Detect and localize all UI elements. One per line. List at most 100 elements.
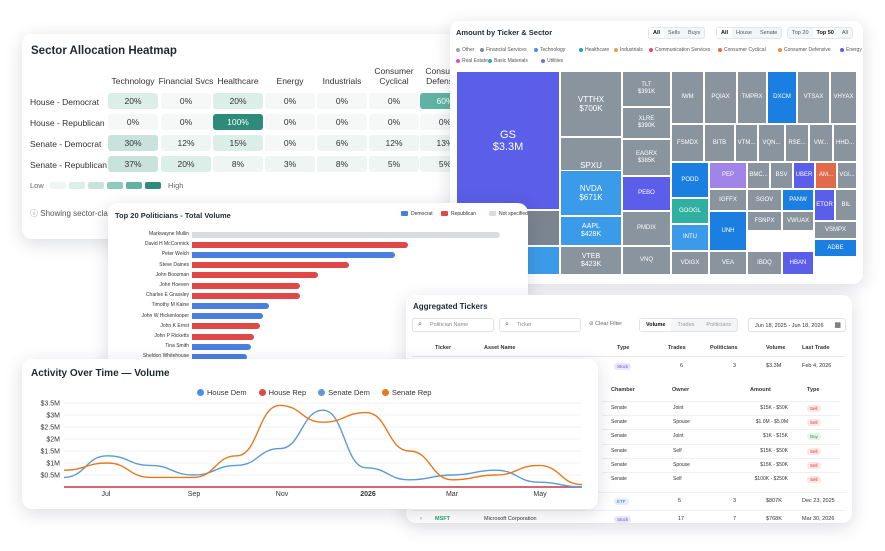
- sector-legend-item[interactable]: Other: [456, 47, 475, 53]
- politician-bar[interactable]: [192, 262, 350, 269]
- ticker-symbol[interactable]: MSFT: [435, 516, 450, 522]
- treemap-tile[interactable]: VWUAX: [782, 211, 814, 231]
- treemap-tile[interactable]: TLT $391K: [622, 71, 671, 107]
- metric-tab[interactable]: Politicians: [706, 322, 732, 328]
- heatmap-cell[interactable]: 0%: [369, 114, 419, 130]
- treemap-tile[interactable]: SGOV: [747, 189, 782, 211]
- treemap-tile[interactable]: VHYAX: [830, 71, 857, 124]
- treemap-tile[interactable]: BIL: [835, 189, 857, 221]
- heatmap-cell[interactable]: 5%: [369, 156, 419, 172]
- treemap-tile[interactable]: VGI...: [837, 162, 857, 189]
- treemap-tile[interactable]: VDIGX: [671, 251, 709, 275]
- expand-chevron-icon[interactable]: ›: [420, 516, 422, 522]
- sector-legend-item[interactable]: Basic Materials: [488, 58, 528, 64]
- treemap-tile[interactable]: PEP: [709, 162, 747, 189]
- politician-bar[interactable]: [192, 292, 300, 299]
- top-filter-option[interactable]: Top 50: [812, 28, 838, 38]
- heatmap-cell[interactable]: 0%: [317, 93, 367, 109]
- treemap-tile[interactable]: IGFFX: [709, 189, 747, 211]
- sector-legend-item[interactable]: Financial Services: [480, 47, 527, 53]
- treemap-tile[interactable]: GOOGL: [671, 198, 709, 224]
- date-range-picker[interactable]: Jun 18, 2025 - Jun 18, 2026 ▦: [748, 318, 846, 332]
- treemap-tile[interactable]: BSV: [770, 162, 793, 189]
- chamber-filter-option[interactable]: Senate: [759, 30, 778, 36]
- column-header[interactable]: Trades: [668, 345, 686, 351]
- politician-bar[interactable]: [192, 323, 260, 330]
- top-filter-option[interactable]: Top 20: [792, 30, 809, 36]
- politician-bar[interactable]: [192, 302, 269, 309]
- sector-legend-item[interactable]: Consumer Cyclical: [718, 47, 766, 53]
- heatmap-cell[interactable]: 20%: [213, 93, 263, 109]
- treemap-tile[interactable]: NVDA $671K: [560, 170, 622, 216]
- politician-bar[interactable]: [192, 282, 300, 289]
- heatmap-cell[interactable]: 0%: [161, 93, 211, 109]
- sector-legend-item[interactable]: Real Estate: [456, 58, 488, 64]
- column-header[interactable]: Volume: [766, 345, 786, 351]
- series-legend-item[interactable]: Senate Dem: [318, 388, 370, 397]
- treemap-tile[interactable]: AAPL $428K: [560, 216, 622, 246]
- treemap-tile[interactable]: VNQ: [622, 246, 671, 275]
- treemap-tile[interactable]: VTSAX: [797, 71, 830, 124]
- treemap-tile[interactable]: DXCM: [767, 71, 797, 124]
- heatmap-cell[interactable]: 0%: [161, 114, 211, 130]
- politician-bar[interactable]: [192, 251, 396, 258]
- treemap-tile[interactable]: FSNPX: [747, 211, 782, 231]
- sector-legend-item[interactable]: Industrials: [614, 47, 643, 53]
- heatmap-cell[interactable]: 0%: [369, 93, 419, 109]
- treemap-tile[interactable]: XLRE $390K: [622, 107, 671, 139]
- chamber-filter-option[interactable]: House: [736, 30, 752, 36]
- politician-bar[interactable]: [192, 343, 251, 350]
- treemap-tile[interactable]: PQIAX: [704, 71, 737, 124]
- sector-legend-item[interactable]: Energy: [840, 47, 862, 53]
- top-filter-option[interactable]: All: [841, 30, 848, 36]
- heatmap-cell[interactable]: 12%: [161, 135, 211, 151]
- series-line-senate-dem[interactable]: [63, 409, 583, 488]
- treemap-tile[interactable]: PANW: [782, 189, 814, 211]
- treemap-tile[interactable]: AM...: [815, 162, 837, 189]
- heatmap-cell[interactable]: 15%: [213, 135, 263, 151]
- series-legend-item[interactable]: House Dem: [197, 388, 247, 397]
- treemap-tile[interactable]: VQN...: [758, 124, 785, 162]
- column-header[interactable]: Type: [617, 345, 630, 351]
- politician-bar[interactable]: [192, 231, 500, 238]
- party-legend-item[interactable]: Democrat: [401, 211, 433, 217]
- politician-bar[interactable]: [192, 353, 248, 360]
- ticker-search-input[interactable]: ⌕ Ticker: [499, 318, 581, 332]
- treemap-tile[interactable]: ADBE: [814, 239, 857, 257]
- treemap-tile[interactable]: ETOR: [814, 189, 835, 221]
- heatmap-cell[interactable]: 37%: [108, 156, 158, 172]
- heatmap-cell[interactable]: 0%: [265, 114, 315, 130]
- metric-tab[interactable]: Volume: [640, 319, 672, 331]
- party-legend-item[interactable]: Not specified: [489, 211, 528, 217]
- treemap-tile[interactable]: GS $3.3M: [456, 71, 560, 210]
- politician-search-input[interactable]: ⌕ Politician Name: [412, 318, 494, 332]
- column-header[interactable]: Ticker: [435, 345, 452, 351]
- politician-bar[interactable]: [192, 333, 254, 340]
- heatmap-cell[interactable]: 20%: [108, 93, 158, 109]
- treemap-tile[interactable]: FSMDX: [671, 124, 704, 162]
- treemap-tile[interactable]: RSE...: [785, 124, 809, 162]
- column-header[interactable]: Last Trade: [802, 345, 830, 351]
- heatmap-cell[interactable]: 6%: [317, 135, 367, 151]
- heatmap-cell[interactable]: 12%: [369, 135, 419, 151]
- heatmap-cell[interactable]: 0%: [265, 93, 315, 109]
- heatmap-cell[interactable]: 0%: [317, 114, 367, 130]
- treemap-tile[interactable]: IWM: [671, 71, 704, 124]
- treemap-tile[interactable]: IBDQ: [747, 251, 782, 275]
- treemap-tile[interactable]: VEA: [709, 251, 747, 275]
- series-line-senate-rep[interactable]: [63, 404, 583, 486]
- treemap-tile[interactable]: HHD...: [833, 124, 857, 162]
- treemap-tile[interactable]: PEBO: [622, 176, 671, 211]
- treemap-tile[interactable]: INTU: [671, 224, 709, 251]
- clear-filter-button[interactable]: ⊘ Clear Filter: [589, 321, 623, 327]
- series-legend-item[interactable]: House Rep: [258, 388, 306, 397]
- heatmap-cell[interactable]: 8%: [213, 156, 263, 172]
- series-legend-item[interactable]: Senate Rep: [381, 388, 431, 397]
- treemap-tile[interactable]: UBER: [793, 162, 815, 189]
- treemap-tile[interactable]: EAGRX $385K: [622, 139, 671, 176]
- treemap-tile[interactable]: UNH: [709, 211, 747, 251]
- type-filter-option[interactable]: Buys: [687, 30, 701, 36]
- sector-legend-item[interactable]: Healthcare: [579, 47, 609, 53]
- heatmap-cell[interactable]: 8%: [317, 156, 367, 172]
- column-header[interactable]: Politicians: [710, 345, 738, 351]
